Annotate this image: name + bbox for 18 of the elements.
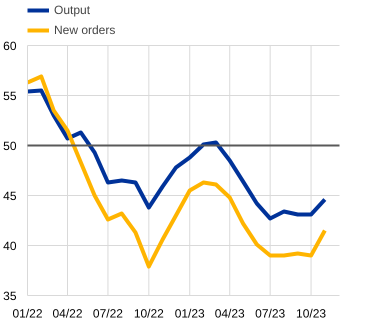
legend-label: Output xyxy=(54,3,90,17)
y-tick-label: 50 xyxy=(3,139,17,153)
y-tick-label: 45 xyxy=(3,189,17,203)
x-tick-label: 04/22 xyxy=(52,306,83,320)
x-tick-label: 07/22 xyxy=(92,306,124,320)
x-tick-label: 01/23 xyxy=(174,306,206,320)
x-tick-label: 07/23 xyxy=(255,306,286,320)
x-tick-label: 01/22 xyxy=(12,306,43,320)
y-tick-label: 40 xyxy=(3,239,17,253)
x-tick-label: 04/23 xyxy=(214,306,246,320)
y-tick-label: 35 xyxy=(3,289,17,303)
legend-label: New orders xyxy=(54,23,116,37)
line-series xyxy=(28,74,327,268)
line-series xyxy=(28,88,327,220)
y-tick-label: 60 xyxy=(3,39,17,53)
x-tick-label: 10/23 xyxy=(296,306,326,320)
x-tick-label: 10/22 xyxy=(134,306,164,320)
y-tick-label: 55 xyxy=(3,89,17,103)
